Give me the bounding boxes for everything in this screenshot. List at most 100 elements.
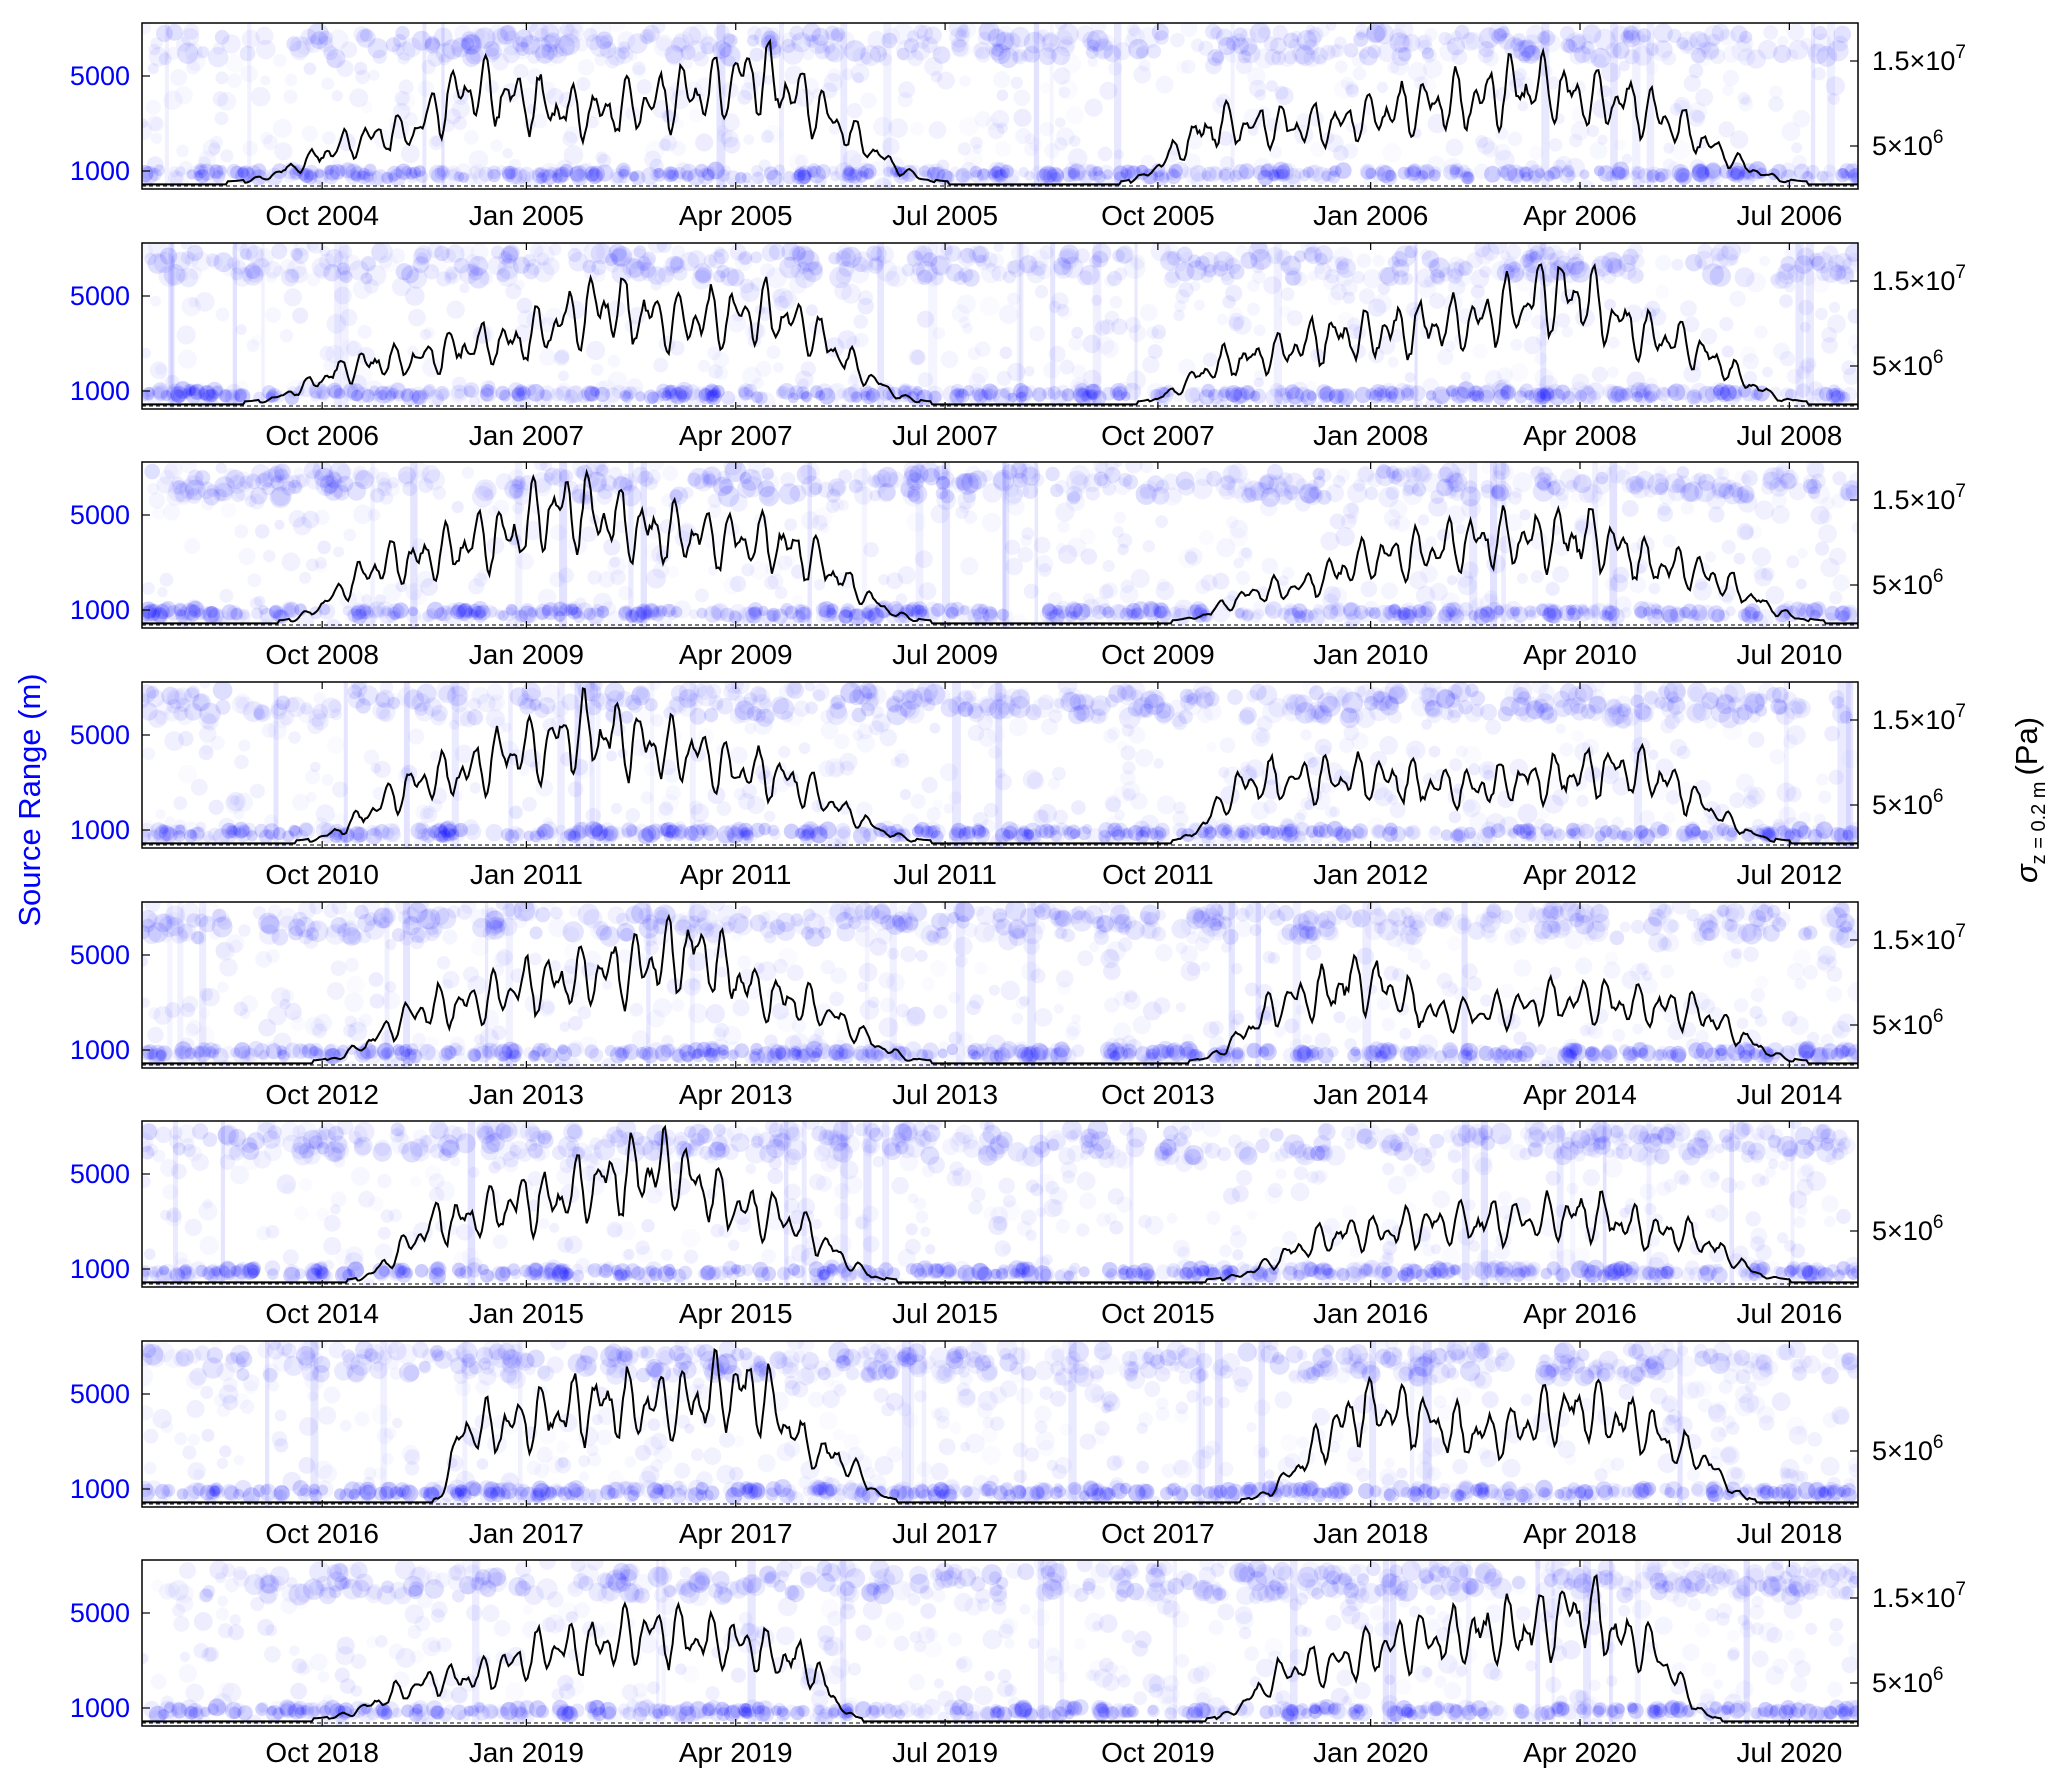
detection-point [205,388,219,403]
detection-point [743,383,757,398]
detection-point [704,384,722,401]
detection-point [647,823,664,840]
detection-point [1101,386,1116,401]
detection-point [738,386,750,398]
detection-point [1630,254,1645,269]
detection-point [1341,279,1358,296]
detection-point [1232,315,1252,335]
detection-point [480,380,496,396]
detection-point [627,248,649,270]
detection-point [524,384,537,396]
detection-point [685,40,707,62]
detection-point [1389,28,1408,47]
detection-point [1611,166,1626,181]
detection-point [565,300,586,320]
detection-point [779,256,802,279]
detection-point [843,165,855,177]
detection-point [1275,86,1294,106]
detection-point [1281,255,1302,276]
detection-point [1293,610,1307,624]
x-tick-label: Oct 2006 [265,420,379,451]
detection-point [1504,600,1523,619]
detection-point [1709,265,1732,287]
detection-point [1119,585,1139,604]
detection-point [1112,249,1125,263]
detection-point [471,601,489,619]
detection-point [1439,267,1454,282]
detection-point [1275,385,1287,397]
detection-point [1112,387,1123,398]
detection-point [1064,605,1077,618]
detection-point [525,170,545,189]
detection-point [172,602,187,617]
detection-point [1455,386,1472,403]
detection-point [760,473,780,493]
detection-point [1719,317,1734,332]
detection-point [1277,607,1291,620]
detection-point [1292,606,1304,618]
detection-point [1112,385,1127,401]
detection-point [300,28,317,45]
detection-point [1155,75,1174,94]
detection-point [1517,100,1529,112]
tick-mantissa: 5 [1872,131,1887,161]
detection-point [1800,357,1816,373]
detection-point [1015,391,1027,403]
detection-point [1180,252,1194,266]
detection-point [374,168,389,182]
detection-point [206,484,220,498]
detection-point [1265,388,1283,406]
detection-point [991,43,1004,57]
detection-point [973,607,990,624]
detection-point [655,34,673,52]
detection-point [1569,260,1587,279]
detection-point [1394,516,1410,532]
detection-point [1510,619,1525,628]
detection-point [1634,388,1653,407]
detection-point [1477,47,1494,64]
detection-point [723,136,741,154]
detection-point [325,344,344,364]
detection-point [1415,268,1436,288]
detection-point [1378,612,1391,625]
detection-point [1821,245,1839,262]
detection-point [661,166,679,183]
detection-point [1304,708,1319,724]
detection-point [142,347,152,359]
detection-point [1445,601,1461,617]
detection-point [460,31,481,52]
detection-point [534,27,549,42]
detection-point [847,384,863,399]
detection-point [1759,256,1770,267]
detection-point [656,617,673,628]
detection-point [307,23,329,45]
detection-point [1510,38,1524,52]
detection-point [535,44,555,64]
detection-point [990,44,1011,64]
detection-point [971,603,984,617]
detection-point [1707,169,1724,186]
detection-point [464,130,479,145]
detection-point [581,526,597,543]
detection-point [588,166,605,183]
detection-point [1189,603,1204,619]
detection-streak [1795,243,1804,409]
detection-point [1292,43,1313,65]
detection-point [1462,171,1473,182]
detection-point [659,519,675,534]
detection-point [415,170,429,184]
detection-point [824,604,842,622]
detection-point [1051,292,1069,310]
detection-point [180,243,193,250]
detection-point [1115,245,1135,264]
detection-point [1543,170,1555,182]
detection-point [289,166,304,180]
detection-point [641,265,658,282]
detection-point [959,75,970,86]
detection-point [1051,171,1062,182]
detection-point [535,606,549,621]
detection-point [1749,526,1762,539]
detection-point [1674,384,1691,401]
detection-point [355,69,370,85]
detection-point [1098,603,1112,616]
